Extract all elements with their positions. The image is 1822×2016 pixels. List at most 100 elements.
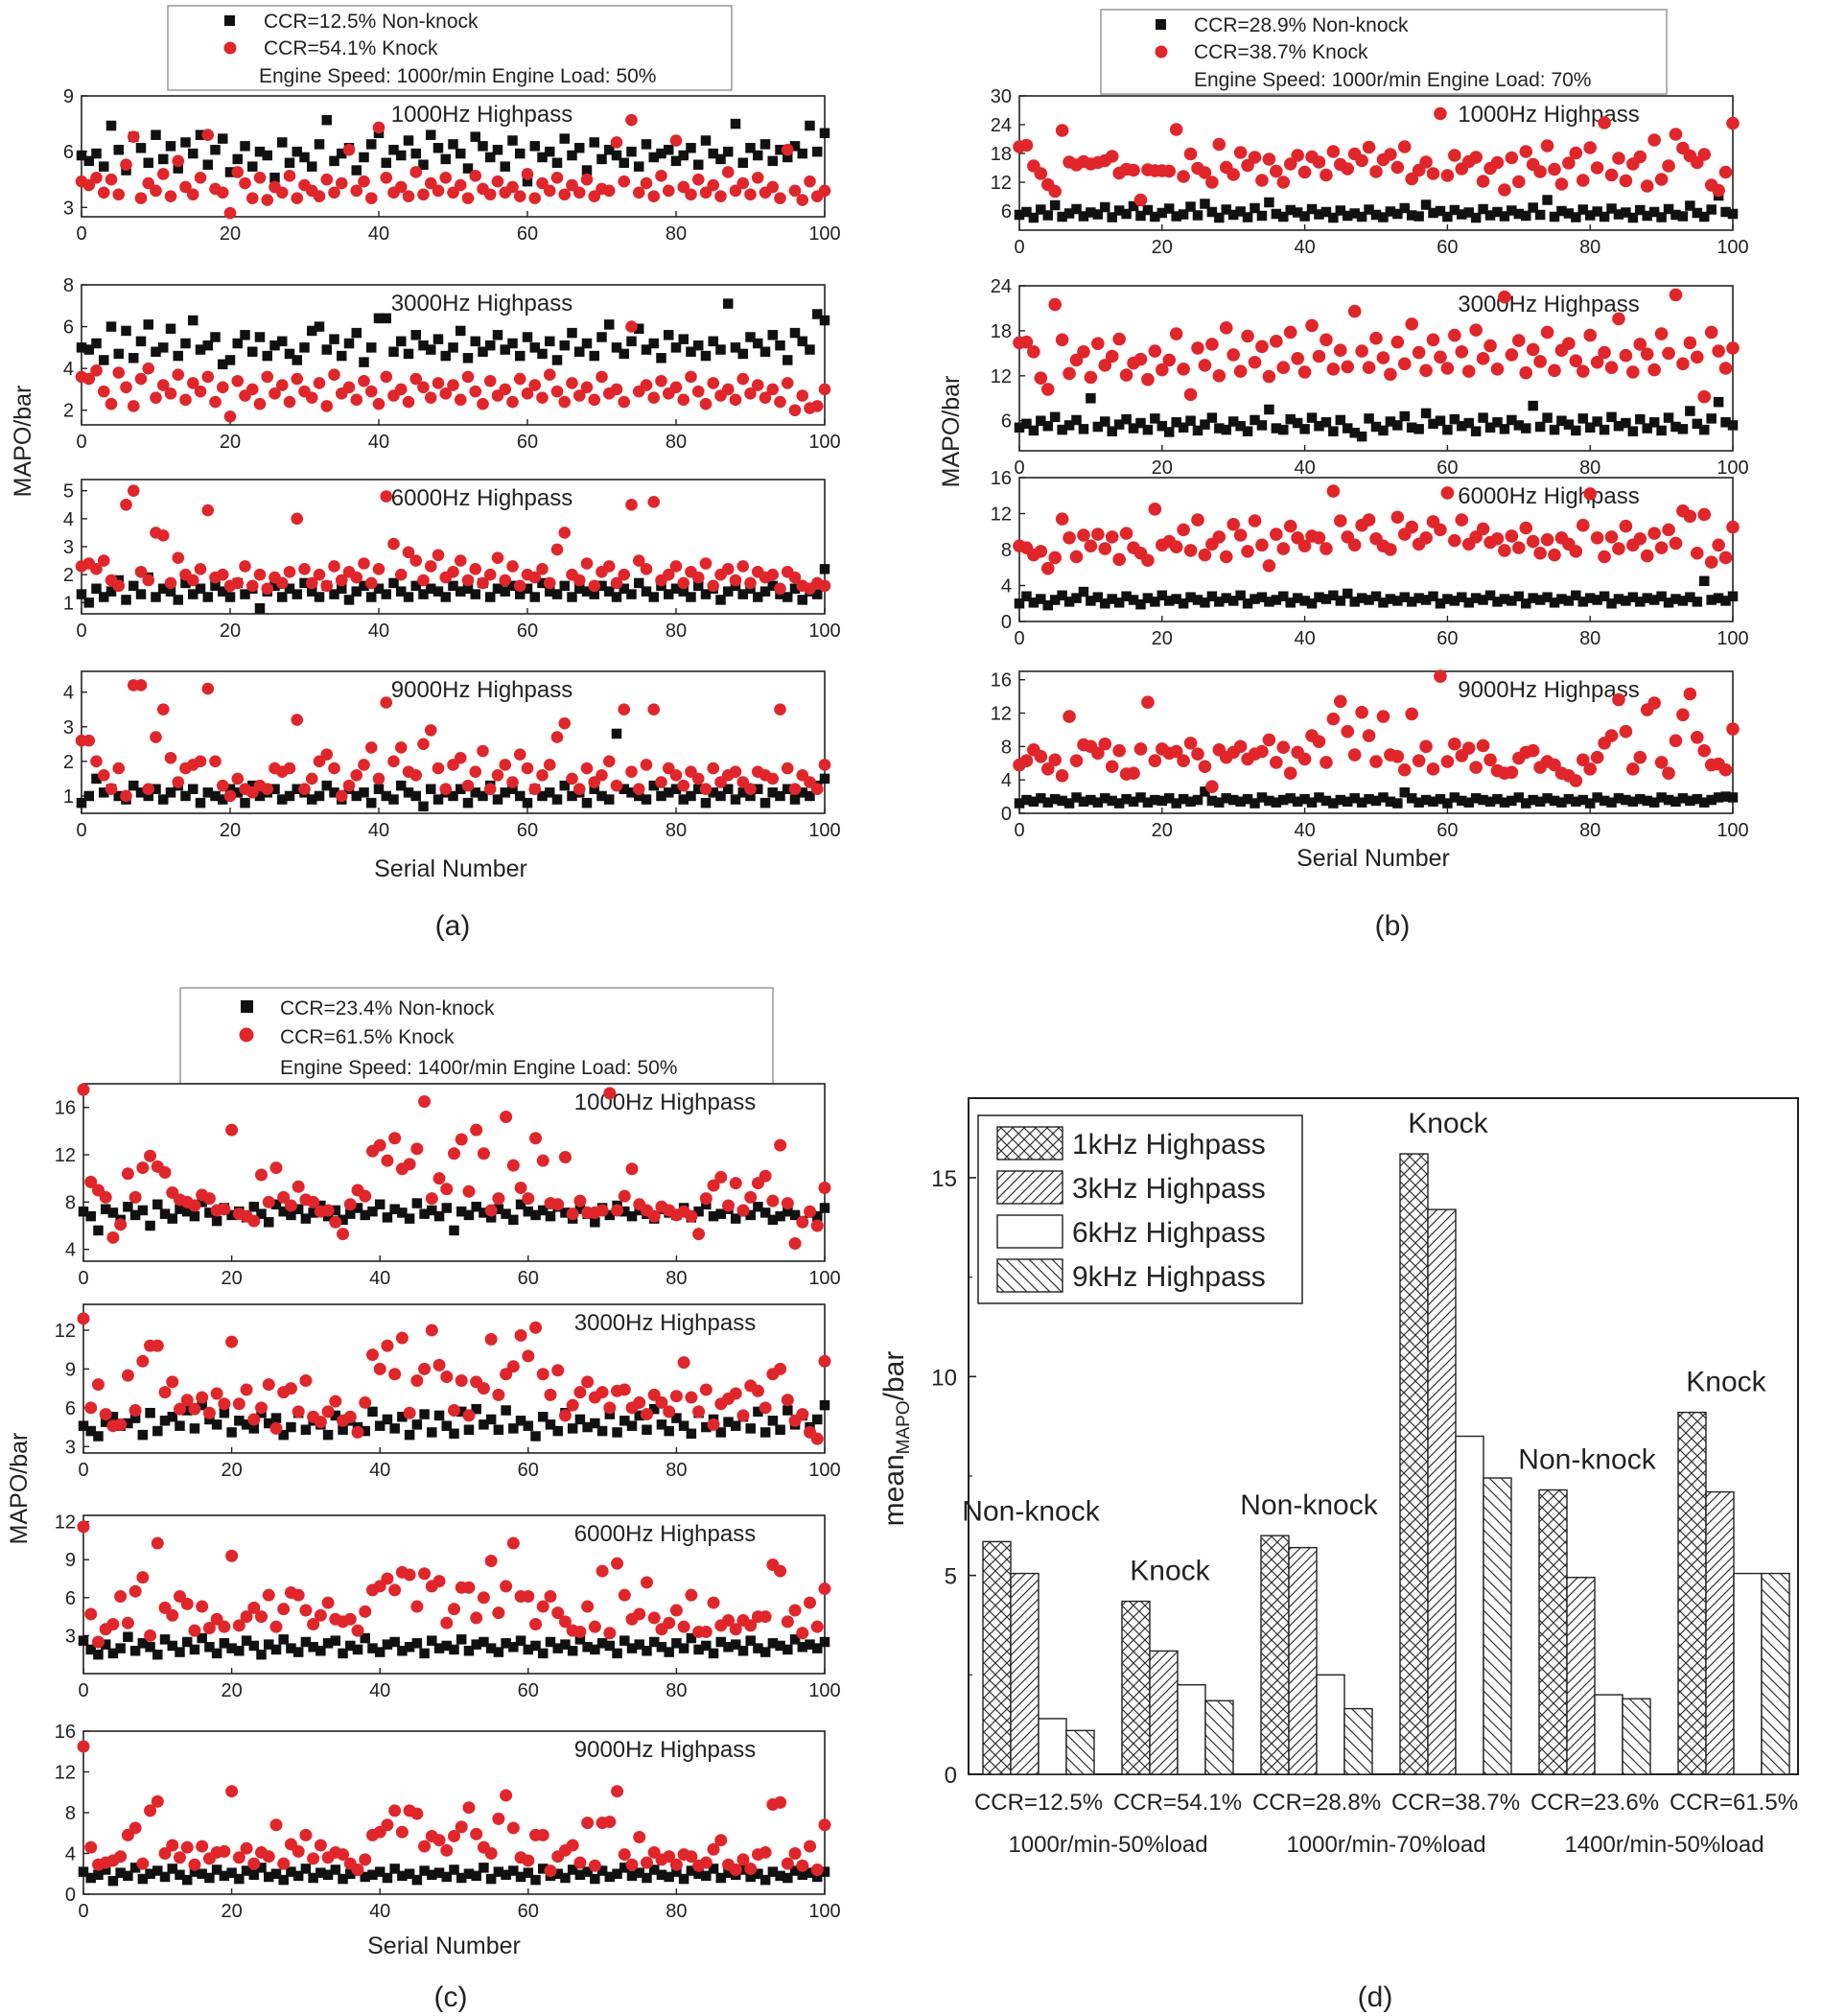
- knock-point: [1347, 538, 1362, 552]
- nonknock-point: [664, 1425, 674, 1437]
- nonknock-point: [426, 344, 436, 355]
- nonknock-point: [1285, 204, 1296, 216]
- y-tick-label: 24: [991, 276, 1012, 297]
- nonknock-point: [1142, 204, 1154, 216]
- knock-point: [164, 190, 177, 202]
- nonknock-point: [105, 321, 117, 332]
- knock-point: [513, 372, 526, 386]
- knock-point: [662, 568, 675, 581]
- nonknock-point: [1528, 794, 1538, 806]
- knock-point: [492, 1192, 505, 1206]
- knock-point: [77, 1740, 90, 1753]
- nonknock-point: [366, 592, 377, 602]
- nonknock-point: [338, 1873, 348, 1885]
- legend-entry-knock: CCR=38.7% Knock: [1194, 41, 1368, 63]
- knock-point: [544, 1864, 557, 1878]
- knock-point: [1612, 312, 1625, 326]
- nonknock-point: [1227, 596, 1239, 606]
- nonknock-point: [448, 139, 458, 150]
- knock-point: [1334, 694, 1347, 709]
- nonknock-point: [404, 1642, 415, 1653]
- knock-point: [1397, 762, 1412, 777]
- nonknock-point: [1328, 798, 1339, 809]
- knock-point: [1191, 341, 1204, 355]
- nonknock-point: [670, 155, 682, 167]
- knock-point: [1412, 345, 1426, 360]
- knock-point: [1718, 362, 1733, 375]
- knock-point: [314, 1839, 327, 1852]
- nonknock-point: [1349, 208, 1360, 219]
- nonknock-point: [1214, 597, 1225, 607]
- knock-point: [359, 1189, 372, 1203]
- knock-point: [1604, 729, 1619, 742]
- knock-point: [1647, 133, 1661, 147]
- caption-b: (b): [1375, 910, 1411, 942]
- nonknock-point: [1520, 798, 1531, 809]
- knock-point: [298, 563, 311, 575]
- nonknock-point: [723, 1642, 734, 1653]
- knock-point: [647, 190, 661, 202]
- nonknock-point: [240, 141, 250, 152]
- nonknock-point: [1720, 791, 1731, 802]
- figure-b: CCR=28.9% Non-knock CCR=38.7% Knock Engi…: [938, 9, 1749, 942]
- knock-point: [313, 190, 326, 202]
- nonknock-point: [128, 580, 139, 592]
- knock-point: [1347, 748, 1362, 762]
- nonknock-point: [1271, 797, 1282, 808]
- nonknock-point: [656, 1869, 667, 1881]
- nonknock-point: [545, 1419, 556, 1430]
- nonknock-point: [522, 332, 533, 342]
- category-label: CCR=23.6%: [1530, 1790, 1659, 1816]
- bar-back-diagonal: [1483, 1477, 1512, 1775]
- nonknock-point: [619, 583, 629, 594]
- nonknock-point: [552, 1643, 563, 1653]
- nonknock-point: [410, 148, 421, 159]
- knock-point: [602, 755, 616, 768]
- nonknock-point: [91, 583, 102, 594]
- knock-point: [618, 1848, 631, 1862]
- nonknock-point: [611, 592, 622, 602]
- nonknock-point: [470, 131, 480, 142]
- x-tick-label: 60: [517, 621, 538, 642]
- nonknock-point: [338, 1424, 348, 1435]
- nonknock-point: [567, 150, 577, 161]
- knock-point: [818, 1182, 831, 1195]
- knock-point: [403, 1406, 416, 1419]
- knock-point: [1598, 116, 1611, 129]
- nonknock-point: [105, 120, 117, 131]
- knock-point: [736, 372, 750, 386]
- knock-point: [173, 1402, 186, 1416]
- legend-swatch: [996, 1126, 1063, 1160]
- knock-point: [513, 748, 526, 761]
- nonknock-point: [1413, 593, 1424, 603]
- nonknock-point: [1264, 197, 1274, 208]
- nonknock-point: [723, 1417, 734, 1427]
- nonknock-point: [819, 564, 830, 574]
- knock-point: [500, 1368, 513, 1381]
- nonknock-point: [537, 152, 548, 163]
- knock-point: [320, 173, 334, 186]
- nonknock-point: [1520, 423, 1531, 434]
- knock-point: [558, 716, 572, 730]
- panel-frame: [1018, 670, 1734, 814]
- nonknock-point: [1406, 597, 1417, 607]
- knock-point: [1519, 521, 1533, 535]
- knock-point: [1255, 174, 1269, 187]
- nonknock-point: [270, 1868, 282, 1879]
- nonknock-point: [1063, 597, 1075, 607]
- nonknock-point: [1542, 412, 1553, 423]
- knock-point: [514, 1182, 527, 1195]
- nonknock-point: [693, 1644, 704, 1655]
- nonknock-point: [137, 1429, 149, 1441]
- knock-point: [529, 1618, 543, 1631]
- nonknock-point: [1163, 596, 1175, 606]
- nonknock-point: [1214, 212, 1225, 223]
- knock-point: [1183, 387, 1198, 402]
- legend-c: CCR=23.4% Non-knock CCR=61.5% Knock Engi…: [179, 987, 774, 1085]
- knock-point: [1233, 528, 1248, 542]
- knock-point: [1376, 351, 1390, 364]
- nonknock-point: [388, 577, 399, 589]
- knock-point: [1233, 146, 1248, 159]
- nonknock-point: [107, 1207, 119, 1218]
- nonknock-point: [135, 143, 147, 153]
